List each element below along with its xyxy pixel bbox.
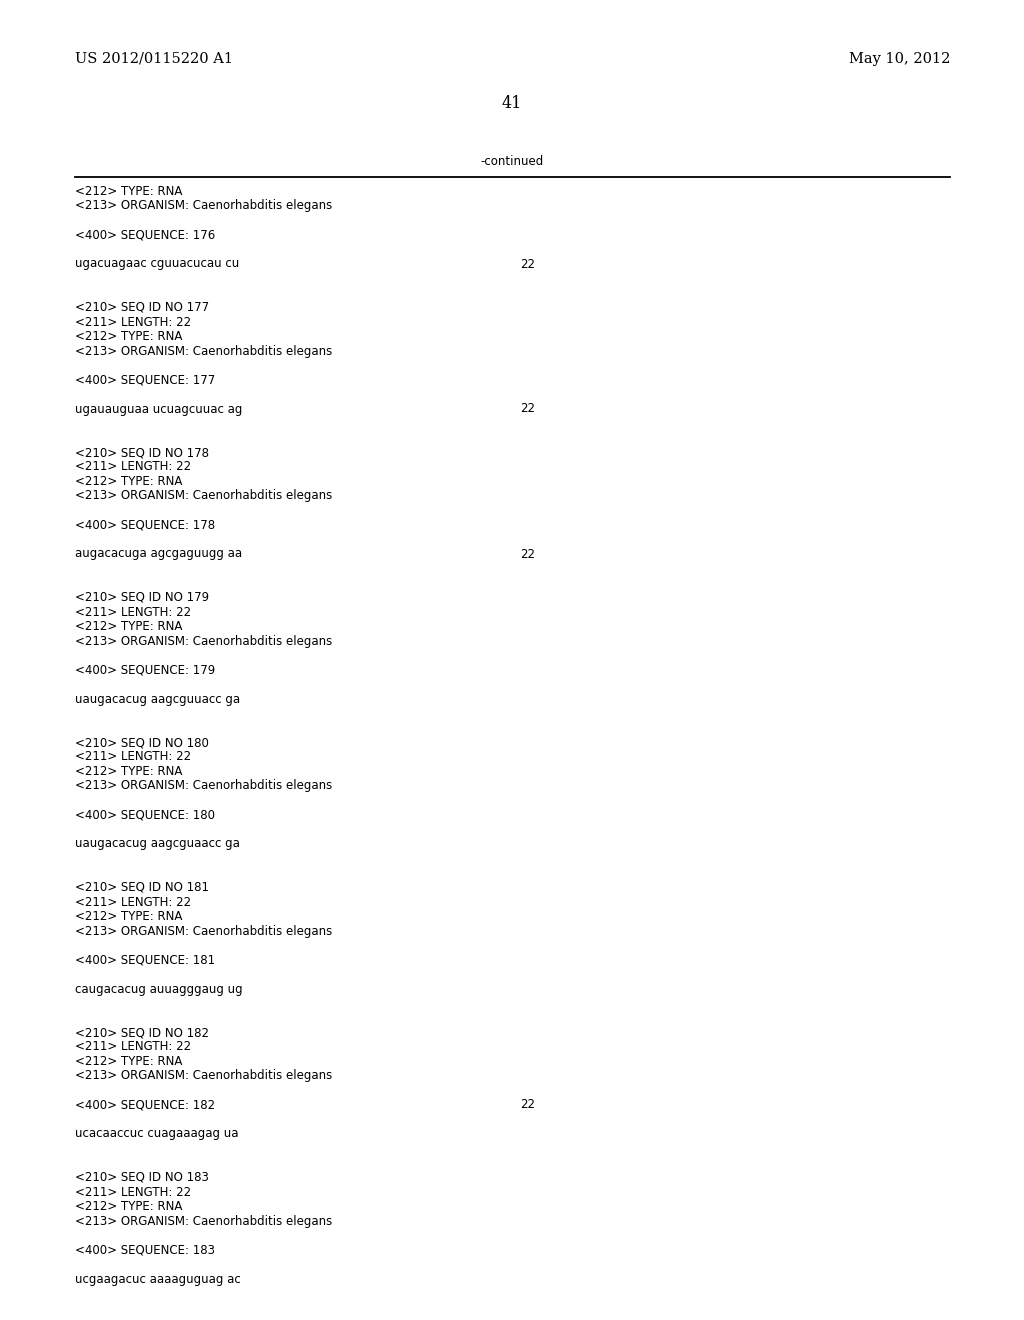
- Text: ucgaagacuc aaaaguguag ac: ucgaagacuc aaaaguguag ac: [75, 1272, 241, 1286]
- Text: <211> LENGTH: 22: <211> LENGTH: 22: [75, 606, 191, 619]
- Text: <213> ORGANISM: Caenorhabditis elegans: <213> ORGANISM: Caenorhabditis elegans: [75, 199, 332, 213]
- Text: <213> ORGANISM: Caenorhabditis elegans: <213> ORGANISM: Caenorhabditis elegans: [75, 635, 332, 648]
- Text: 22: 22: [520, 548, 535, 561]
- Text: ugauauguaa ucuagcuuac ag: ugauauguaa ucuagcuuac ag: [75, 403, 243, 416]
- Text: <212> TYPE: RNA: <212> TYPE: RNA: [75, 766, 182, 777]
- Text: <212> TYPE: RNA: <212> TYPE: RNA: [75, 1055, 182, 1068]
- Text: <211> LENGTH: 22: <211> LENGTH: 22: [75, 1040, 191, 1053]
- Text: <210> SEQ ID NO 181: <210> SEQ ID NO 181: [75, 880, 209, 894]
- Text: <211> LENGTH: 22: <211> LENGTH: 22: [75, 751, 191, 763]
- Text: <400> SEQUENCE: 177: <400> SEQUENCE: 177: [75, 374, 215, 387]
- Text: <400> SEQUENCE: 181: <400> SEQUENCE: 181: [75, 953, 215, 966]
- Text: <210> SEQ ID NO 179: <210> SEQ ID NO 179: [75, 591, 209, 605]
- Text: <210> SEQ ID NO 183: <210> SEQ ID NO 183: [75, 1171, 209, 1184]
- Text: <213> ORGANISM: Caenorhabditis elegans: <213> ORGANISM: Caenorhabditis elegans: [75, 1214, 332, 1228]
- Text: <211> LENGTH: 22: <211> LENGTH: 22: [75, 895, 191, 908]
- Text: <212> TYPE: RNA: <212> TYPE: RNA: [75, 330, 182, 343]
- Text: <212> TYPE: RNA: <212> TYPE: RNA: [75, 475, 182, 488]
- Text: <212> TYPE: RNA: <212> TYPE: RNA: [75, 909, 182, 923]
- Text: <400> SEQUENCE: 183: <400> SEQUENCE: 183: [75, 1243, 215, 1257]
- Text: <211> LENGTH: 22: <211> LENGTH: 22: [75, 315, 191, 329]
- Text: <212> TYPE: RNA: <212> TYPE: RNA: [75, 620, 182, 634]
- Text: <211> LENGTH: 22: <211> LENGTH: 22: [75, 1185, 191, 1199]
- Text: <213> ORGANISM: Caenorhabditis elegans: <213> ORGANISM: Caenorhabditis elegans: [75, 490, 332, 503]
- Text: <400> SEQUENCE: 180: <400> SEQUENCE: 180: [75, 808, 215, 821]
- Text: May 10, 2012: May 10, 2012: [849, 51, 950, 66]
- Text: 22: 22: [520, 257, 535, 271]
- Text: <210> SEQ ID NO 177: <210> SEQ ID NO 177: [75, 301, 209, 314]
- Text: uaugacacug aagcguaacc ga: uaugacacug aagcguaacc ga: [75, 837, 240, 850]
- Text: ucacaaccuc cuagaaagag ua: ucacaaccuc cuagaaagag ua: [75, 1127, 239, 1140]
- Text: <213> ORGANISM: Caenorhabditis elegans: <213> ORGANISM: Caenorhabditis elegans: [75, 1069, 332, 1082]
- Text: <210> SEQ ID NO 182: <210> SEQ ID NO 182: [75, 1026, 209, 1039]
- Text: <212> TYPE: RNA: <212> TYPE: RNA: [75, 185, 182, 198]
- Text: augacacuga agcgaguugg aa: augacacuga agcgaguugg aa: [75, 548, 242, 561]
- Text: <400> SEQUENCE: 179: <400> SEQUENCE: 179: [75, 664, 215, 676]
- Text: uaugacacug aagcguuacc ga: uaugacacug aagcguuacc ga: [75, 693, 240, 705]
- Text: <400> SEQUENCE: 182: <400> SEQUENCE: 182: [75, 1098, 215, 1111]
- Text: -continued: -continued: [480, 154, 544, 168]
- Text: 22: 22: [520, 403, 535, 416]
- Text: <210> SEQ ID NO 178: <210> SEQ ID NO 178: [75, 446, 209, 459]
- Text: <400> SEQUENCE: 176: <400> SEQUENCE: 176: [75, 228, 215, 242]
- Text: <212> TYPE: RNA: <212> TYPE: RNA: [75, 1200, 182, 1213]
- Text: <210> SEQ ID NO 180: <210> SEQ ID NO 180: [75, 737, 209, 748]
- Text: ugacuagaac cguuacucau cu: ugacuagaac cguuacucau cu: [75, 257, 240, 271]
- Text: <213> ORGANISM: Caenorhabditis elegans: <213> ORGANISM: Caenorhabditis elegans: [75, 780, 332, 792]
- Text: 41: 41: [502, 95, 522, 112]
- Text: <211> LENGTH: 22: <211> LENGTH: 22: [75, 461, 191, 474]
- Text: 22: 22: [520, 1098, 535, 1111]
- Text: <400> SEQUENCE: 178: <400> SEQUENCE: 178: [75, 519, 215, 532]
- Text: <213> ORGANISM: Caenorhabditis elegans: <213> ORGANISM: Caenorhabditis elegans: [75, 924, 332, 937]
- Text: US 2012/0115220 A1: US 2012/0115220 A1: [75, 51, 233, 66]
- Text: <213> ORGANISM: Caenorhabditis elegans: <213> ORGANISM: Caenorhabditis elegans: [75, 345, 332, 358]
- Text: caugacacug auuagggaug ug: caugacacug auuagggaug ug: [75, 982, 243, 995]
